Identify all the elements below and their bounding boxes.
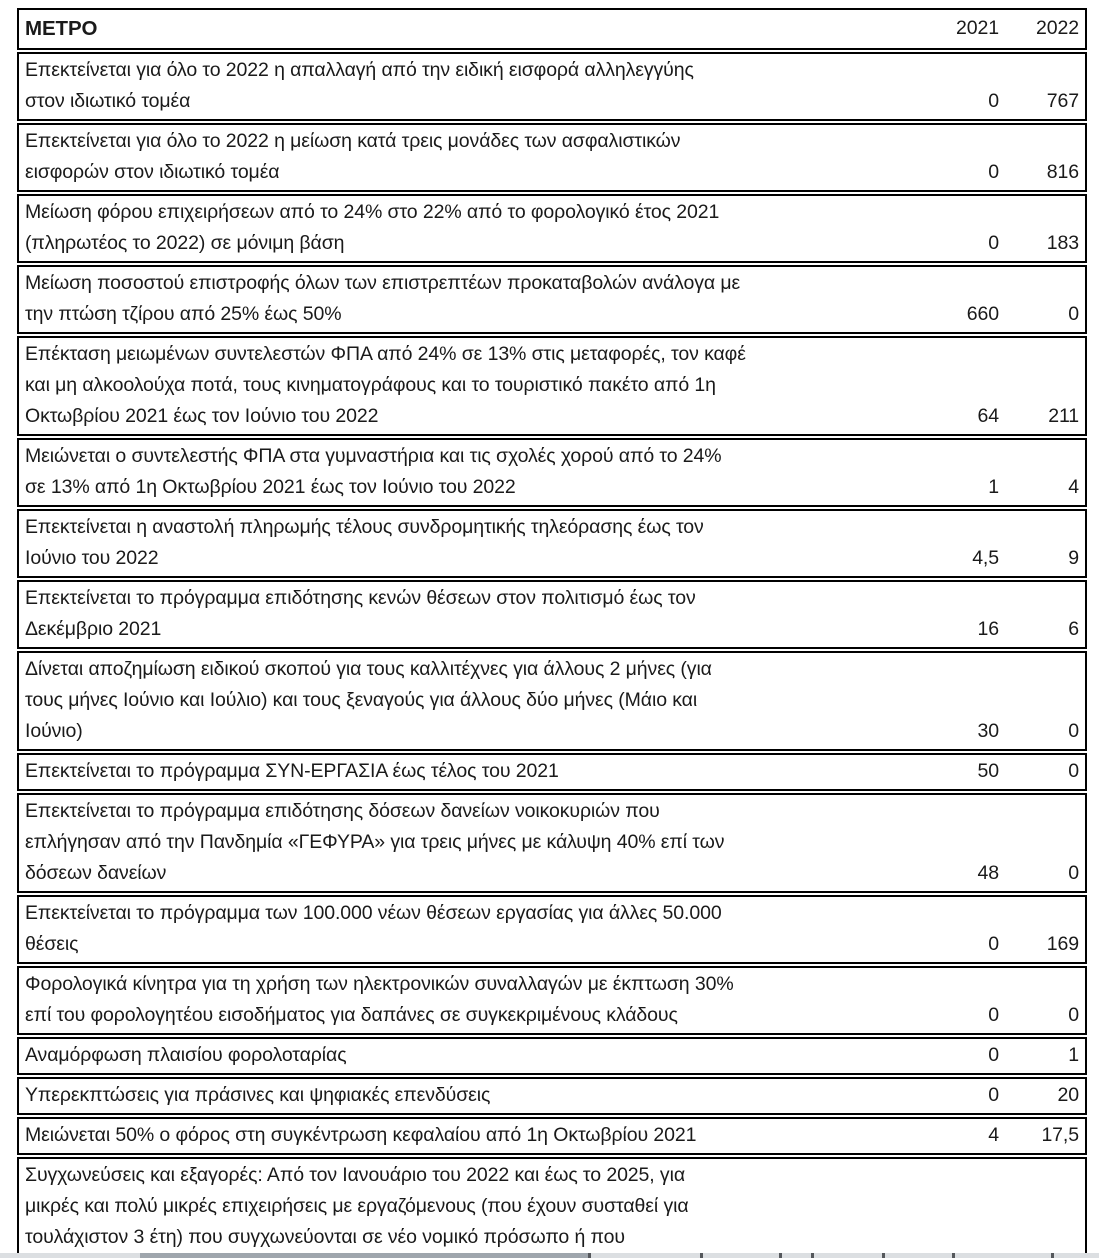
header-year-2021: 2021 [956,17,999,39]
value-2021: 16 [977,618,1000,640]
table-row: Μειώνεται 50% ο φόρος στη συγκέντρωση κε… [17,1117,1087,1155]
value-2021: 0 [988,1084,999,1106]
fiscal-measures-table: ΜΕΤΡΟ 2021 2022 Επεκτείνεται για όλο το … [17,8,1087,1258]
value-2021: 1 [988,476,999,498]
table-row: Επεκτείνεται το πρόγραμμα των 100.000 νέ… [17,895,1087,964]
table-row: Υπερεκπτώσεις για πράσινες και ψηφιακές … [17,1077,1087,1115]
measure-text: Επεκτείνεται για όλο το 2022 η μείωση κα… [25,130,681,183]
value-2022: 211 [1048,405,1079,427]
value-2021: 0 [988,232,999,254]
measure-text: Επεκτείνεται το πρόγραμμα επιδότησης δόσ… [25,800,725,884]
value-2022: 6 [1068,618,1079,640]
table-row: Μείωση ποσοστού επιστροφής όλων των επισ… [17,265,1087,334]
value-2021: 0 [988,933,999,955]
value-2022: 9 [1068,547,1079,569]
value-2022: 816 [1046,161,1079,183]
table-row: Επεκτείνεται για όλο το 2022 η απαλλαγή … [17,52,1087,121]
value-2021: 30 [977,720,1000,742]
table-row: Επεκτείνεται για όλο το 2022 η μείωση κα… [17,123,1087,192]
value-2021: 0 [988,90,999,112]
value-2021: 4 [988,1124,999,1146]
table-row: Επεκτείνεται η αναστολή πληρωμής τέλους … [17,509,1087,578]
bottom-edge-tick [779,1253,782,1258]
value-2021: 4,5 [972,547,999,569]
bottom-edge-dark-segment [140,1253,590,1258]
table-row: Μείωση φόρου επιχειρήσεων από το 24% στο… [17,194,1087,263]
value-2021: 50 [977,760,1000,782]
table-row: Μειώνεται ο συντελεστής ΦΠΑ στα γυμναστή… [17,438,1087,507]
measure-text: Μείωση φόρου επιχειρήσεων από το 24% στο… [25,201,720,254]
value-2021: 0 [988,1004,999,1026]
value-2022: 169 [1046,933,1079,955]
measure-text: Επεκτείνεται το πρόγραμμα των 100.000 νέ… [25,902,722,955]
value-2021: 48 [977,862,1000,884]
measure-text: Συγχωνεύσεις και εξαγορές: Από τον Ιανου… [25,1164,719,1258]
measure-text: Δίνεται αποζημίωση ειδικού σκοπού για το… [25,658,712,742]
table-header-row: ΜΕΤΡΟ 2021 2022 [17,8,1087,50]
value-2022: 183 [1046,232,1079,254]
measure-text: Υπερεκπτώσεις για πράσινες και ψηφιακές … [25,1084,491,1106]
bottom-edge-tick [952,1253,955,1258]
value-2022: 0 [1068,760,1079,782]
value-2021: 64 [977,405,1000,427]
value-2021: 660 [966,303,999,325]
bottom-edge-tick [700,1253,703,1258]
table-row: Επεκτείνεται το πρόγραμμα επιδότησης δόσ… [17,793,1087,893]
measure-text: Επεκτείνεται για όλο το 2022 η απαλλαγή … [25,59,694,112]
bottom-edge-tick [882,1253,885,1258]
table-row: Φορολογικά κίνητρα για τη χρήση των ηλεκ… [17,966,1087,1035]
bottom-edge-tick [588,1253,591,1258]
bottom-edge-tick [1051,1253,1054,1258]
table-row: Επεκτείνεται το πρόγραμμα επιδότησης κεν… [17,580,1087,649]
bottom-edge-tick [811,1253,814,1258]
measure-text: Μείωση ποσοστού επιστροφής όλων των επισ… [25,272,741,325]
value-2022: 0 [1068,1004,1079,1026]
table-row: Δίνεται αποζημίωση ειδικού σκοπού για το… [17,651,1087,751]
measure-text: Επεκτείνεται το πρόγραμμα επιδότησης κεν… [25,587,696,640]
value-2022: 1 [1068,1044,1079,1066]
table-row: Συγχωνεύσεις και εξαγορές: Από τον Ιανου… [17,1157,1087,1258]
value-2022: 0 [1068,862,1079,884]
measure-text: Μειώνεται ο συντελεστής ΦΠΑ στα γυμναστή… [25,445,722,498]
value-2022: 0 [1068,720,1079,742]
measure-text: Επέκταση μειωμένων συντελεστών ΦΠΑ από 2… [25,343,746,427]
bottom-edge-artifact [0,1253,1099,1258]
table-row: Επέκταση μειωμένων συντελεστών ΦΠΑ από 2… [17,336,1087,436]
value-2022: 0 [1068,303,1079,325]
measure-text: Φορολογικά κίνητρα για τη χρήση των ηλεκ… [25,973,734,1026]
header-measure-label: ΜΕΤΡΟ [25,17,98,40]
value-2022: 20 [1057,1084,1080,1106]
measure-text: Αναμόρφωση πλαισίου φορολοταρίας [25,1044,347,1066]
measure-text: Επεκτείνεται το πρόγραμμα ΣΥΝ-ΕΡΓΑΣΙΑ έω… [25,760,559,782]
value-2021: 0 [988,161,999,183]
value-2022: 767 [1046,90,1079,112]
measure-text: Επεκτείνεται η αναστολή πληρωμής τέλους … [25,516,704,569]
table-row: Επεκτείνεται το πρόγραμμα ΣΥΝ-ΕΡΓΑΣΙΑ έω… [17,753,1087,791]
value-2022: 4 [1068,476,1079,498]
value-2022: 17,5 [1041,1124,1079,1146]
measure-text: Μειώνεται 50% ο φόρος στη συγκέντρωση κε… [25,1124,697,1146]
value-2021: 0 [988,1044,999,1066]
header-year-2022: 2022 [1036,17,1079,39]
table-row: Αναμόρφωση πλαισίου φορολοταρίας 0 1 [17,1037,1087,1075]
